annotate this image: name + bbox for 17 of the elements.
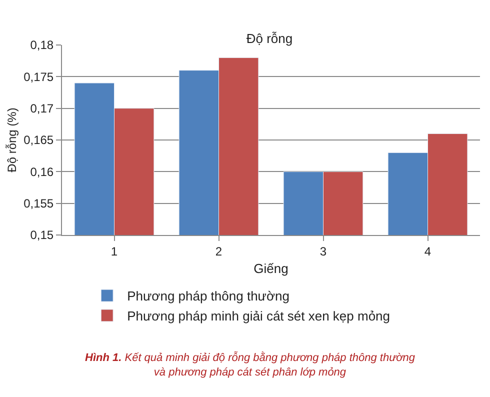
x-tick-label: 1 [110, 244, 118, 258]
y-tick-label: 0,18 [30, 38, 54, 52]
y-tick-label: 0,155 [24, 196, 54, 211]
x-axis-title: Giếng [254, 261, 288, 276]
y-tick-label: 0,15 [30, 228, 54, 242]
legend-label: Phương pháp thông thường [127, 288, 290, 304]
y-tick-label: 0,165 [24, 133, 54, 148]
y-tick-label: 0,175 [24, 70, 54, 84]
legend-label: Phương pháp minh giải cát sét xen kẹp mỏng [127, 308, 390, 324]
y-tick-label: 0,16 [30, 164, 54, 179]
x-tick-label: 2 [215, 244, 222, 258]
y-tick-label: 0,17 [30, 102, 54, 116]
x-tick-label: 3 [320, 244, 327, 258]
y-axis-title: Độ rỗng (%) [4, 108, 19, 172]
chart-title: Độ rỗng [246, 30, 293, 46]
x-tick-label: 4 [424, 244, 432, 258]
text: Hình 1. Kết quả minh giải độ rỗng bằng phương pháp thông thường và phương pháp cát sét phân lớp mỏng [85, 351, 416, 378]
